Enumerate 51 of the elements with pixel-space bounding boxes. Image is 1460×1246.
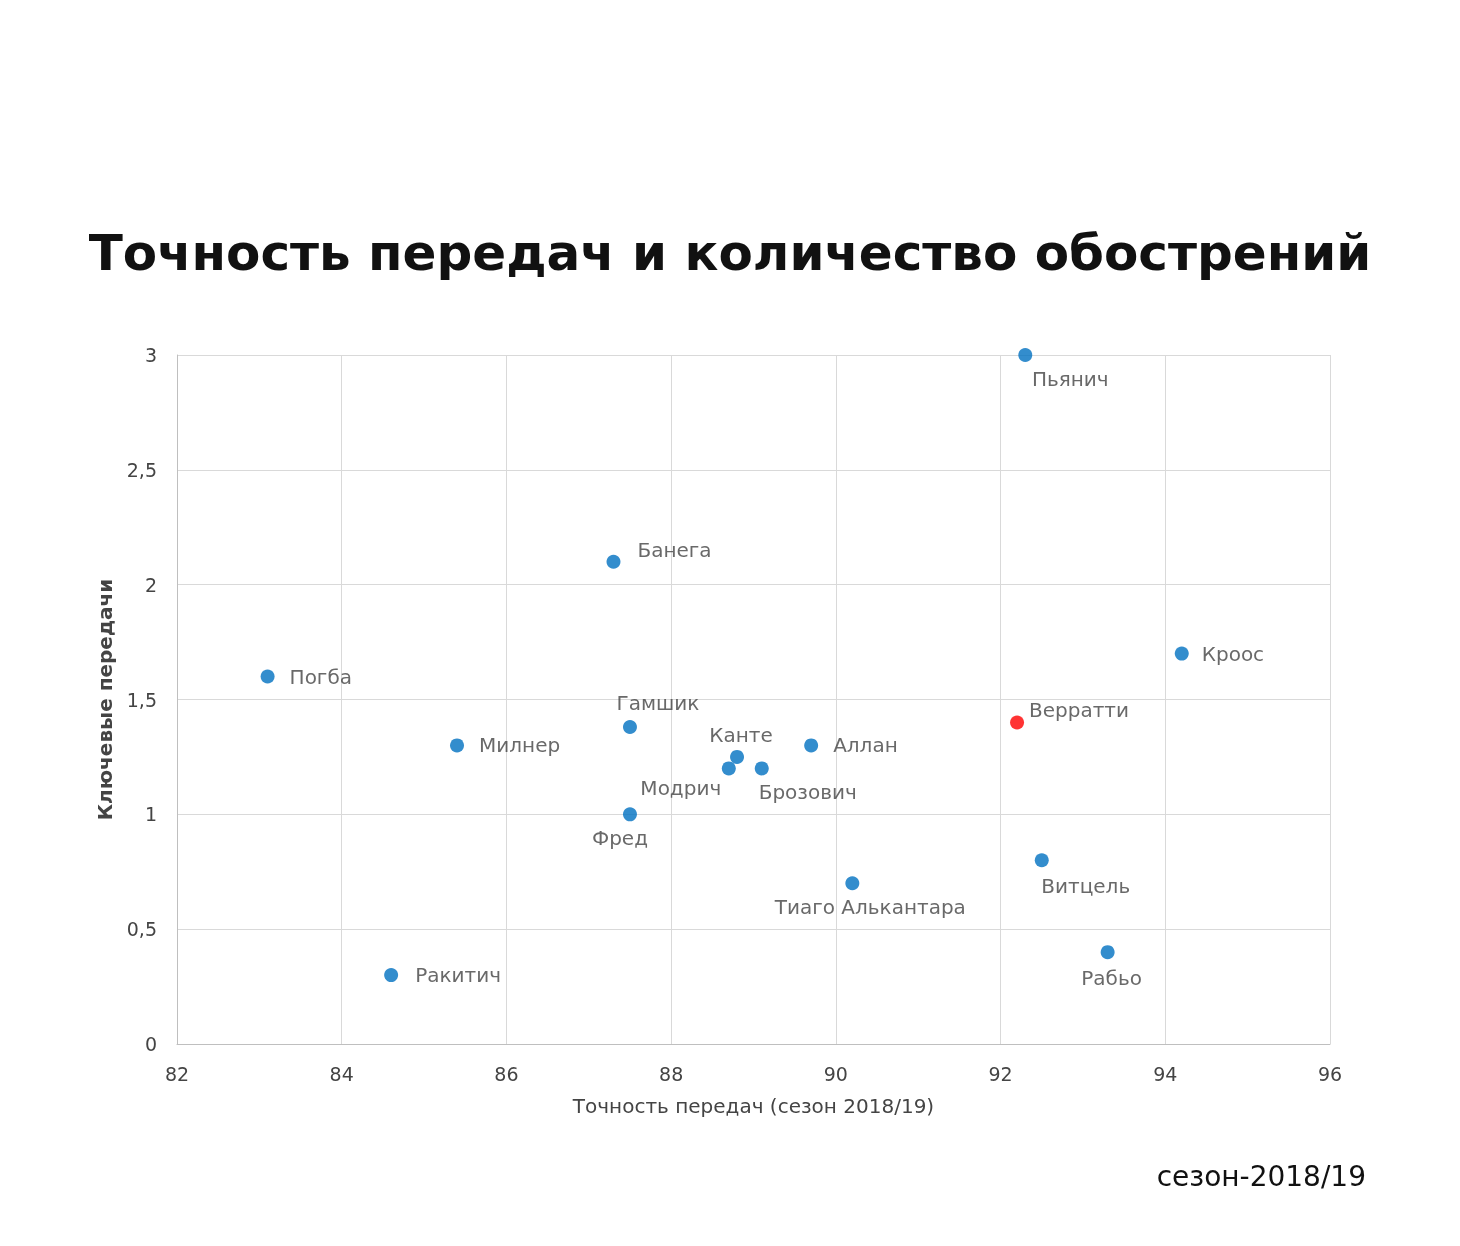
series-label: Модрич bbox=[640, 776, 722, 801]
series-label: Верратти bbox=[1029, 698, 1130, 723]
series-label: Канте bbox=[709, 722, 773, 747]
point bbox=[721, 761, 736, 776]
x-tick-label: 92 bbox=[988, 1062, 1013, 1085]
series-label: Фред bbox=[591, 826, 648, 851]
point bbox=[1174, 646, 1189, 661]
point bbox=[260, 669, 275, 684]
x-tick-label: 90 bbox=[823, 1062, 848, 1085]
x-axis-title: Точность передач (сезон 2018/19) bbox=[571, 1094, 935, 1118]
series-label: Витцель bbox=[1041, 874, 1131, 899]
series-label: Тиаго Алькантара bbox=[773, 895, 966, 920]
point bbox=[622, 720, 637, 735]
point bbox=[804, 738, 819, 753]
x-tick-label: 96 bbox=[1317, 1062, 1343, 1085]
point bbox=[622, 807, 637, 822]
y-tick-label: 2 bbox=[144, 573, 157, 596]
y-tick-label: 2,5 bbox=[126, 458, 157, 481]
x-tick-label: 86 bbox=[494, 1062, 519, 1085]
y-tick-label: 1,5 bbox=[126, 688, 157, 711]
series-label: Милнер bbox=[479, 733, 561, 758]
chart-title: Точность передач и количество обострений bbox=[88, 224, 1372, 282]
series-label: Кроос bbox=[1201, 641, 1265, 666]
x-tick-label: 88 bbox=[659, 1062, 684, 1085]
point bbox=[606, 554, 621, 569]
series-label: Рабьо bbox=[1081, 966, 1142, 991]
point bbox=[845, 876, 860, 891]
point bbox=[450, 738, 465, 753]
text: сезон-2018/19 bbox=[1156, 1159, 1366, 1193]
point bbox=[384, 968, 399, 983]
y-tick-label: 0,5 bbox=[126, 918, 157, 941]
point bbox=[1010, 715, 1025, 730]
series-label: Брозович bbox=[758, 780, 857, 805]
y-tick-label: 0 bbox=[144, 1033, 157, 1055]
x-tick-label: 82 bbox=[164, 1062, 190, 1085]
series-label: Пьянич bbox=[1031, 367, 1109, 391]
point bbox=[1034, 853, 1049, 868]
series-label: Банега bbox=[637, 537, 712, 562]
series-label: Гамшик bbox=[616, 691, 700, 716]
point bbox=[730, 749, 745, 764]
series-label: Ракитич bbox=[415, 963, 501, 988]
series-label: Аллан bbox=[833, 733, 898, 758]
y-tick-label: 3 bbox=[144, 344, 157, 366]
point bbox=[1100, 945, 1115, 960]
y-axis-title: Ключевые передачи bbox=[93, 578, 117, 821]
point bbox=[1018, 348, 1033, 362]
y-tick-label: 1 bbox=[144, 803, 157, 826]
point bbox=[754, 761, 769, 776]
series-label: Погба bbox=[289, 664, 352, 689]
x-tick-label: 84 bbox=[329, 1062, 354, 1085]
x-tick-label: 94 bbox=[1153, 1062, 1178, 1085]
